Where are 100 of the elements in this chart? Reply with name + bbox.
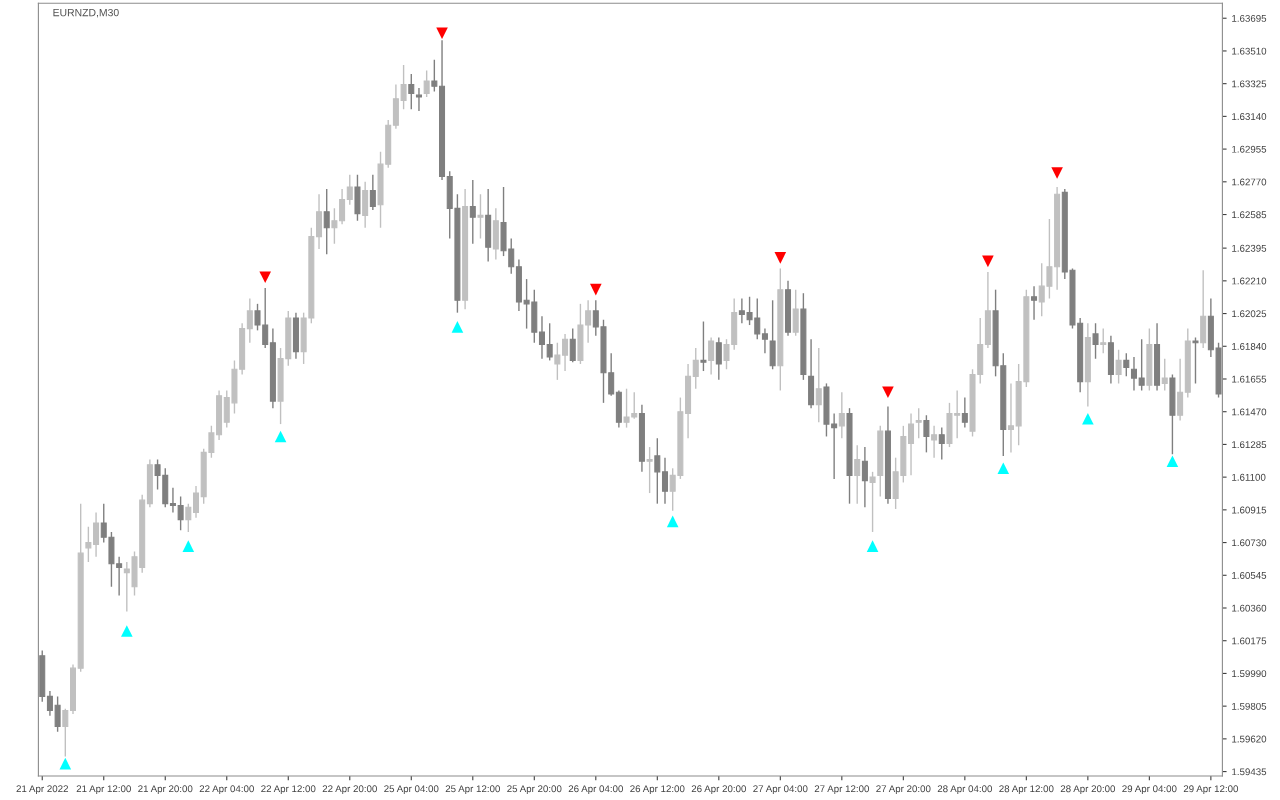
y-tick-label: 1.60360 [1232,604,1267,612]
x-tick-label: 28 Apr 12:00 [999,785,1054,795]
candlestick [792,288,799,337]
candlestick [423,69,430,98]
y-tick-label: 1.61655 [1232,375,1267,383]
candlestick [708,336,715,376]
candlestick [908,412,915,477]
y-tick-label: 1.61100 [1232,473,1266,481]
point [182,540,195,552]
candlestick [346,174,353,206]
candlestick [815,347,822,424]
point [451,321,464,333]
candlestick [323,188,330,256]
point [774,252,787,264]
x-tick-label: 29 Apr 04:00 [1122,785,1177,795]
x-tick-label: 26 Apr 04:00 [568,785,623,795]
x-tick-label: 27 Apr 12:00 [814,785,870,795]
candlestick [1130,356,1137,392]
candlestick [546,322,553,362]
candlestick [869,471,876,533]
candlestick [431,59,438,93]
x-tick-label: 27 Apr 04:00 [753,785,808,795]
y-tick-label: 1.59620 [1232,735,1267,743]
candlestick [1123,352,1130,378]
candlestick [1177,357,1184,422]
candlestick [931,425,938,459]
candlestick [369,174,376,211]
candlestick [1031,285,1038,321]
point [589,283,602,296]
y-tick-label: 1.63325 [1232,80,1267,88]
candlestick [654,437,661,505]
x-tick-label: 26 Apr 20:00 [691,785,747,795]
y-tick-label: 1.62395 [1232,244,1267,252]
y-tick-label: 1.61840 [1232,343,1267,350]
candlestick [1115,349,1122,385]
y-tick-label: 1.59805 [1232,702,1267,710]
y-tick-label: 1.61470 [1232,408,1267,416]
candlestick [185,502,192,533]
candlestick [915,407,922,439]
y-tick-label: 1.62770 [1232,178,1267,186]
point [121,625,133,637]
candlestick [700,320,707,372]
candlestick [854,444,861,505]
x-tick-label: 22 Apr 20:00 [322,785,377,795]
candlestick [961,396,968,429]
y-tick-label: 1.60175 [1232,637,1267,645]
x-tick-label: 26 Apr 12:00 [630,785,685,795]
candlestick [569,327,576,363]
x-tick-label: 25 Apr 20:00 [507,785,562,795]
candlestick [938,426,945,461]
candlestick [169,487,176,514]
point [274,430,287,443]
y-tick-label: 1.59990 [1232,670,1267,678]
candlestick [469,179,476,245]
y-tick-label: 1.63510 [1232,47,1267,55]
candlestick [761,327,768,355]
x-tick-label: 21 Apr 2022 [16,785,68,795]
y-tick-label: 1.63140 [1232,113,1267,120]
candlestick [1092,322,1099,360]
candlestick [1161,357,1168,392]
candlestick [838,391,845,439]
y-tick-label: 1.62025 [1232,310,1267,318]
point [436,27,448,40]
chart-title: EURNZD,M30 [53,8,119,18]
candlestick [415,87,422,112]
point [1082,412,1094,425]
candlestick [562,333,569,372]
candlestick [246,297,253,344]
point [882,386,894,399]
candlestick [692,347,699,390]
candlestick [54,695,61,733]
x-tick-label: 21 Apr 20:00 [138,785,193,795]
candlestick [85,525,92,563]
point [1051,167,1063,179]
candlestick [861,446,868,508]
x-tick-label: 27 Apr 20:00 [876,785,931,795]
candlestick [1100,327,1107,355]
candlestick [538,315,545,360]
point [1166,455,1179,468]
x-tick-label: 25 Apr 04:00 [384,785,439,795]
x-tick-label: 21 Apr 12:00 [76,785,131,795]
candlestick [1138,338,1145,392]
y-tick-label: 1.62210 [1232,277,1267,285]
point [866,540,879,552]
point [666,515,679,528]
point [59,757,72,770]
candlestick [1007,382,1014,454]
y-tick-label: 1.62955 [1232,145,1267,153]
candlestick [554,342,561,381]
candlestick [408,73,415,111]
candlestick [1192,336,1199,385]
y-tick-label: 1.59435 [1232,768,1267,776]
candlestick [177,495,184,531]
x-tick-label: 22 Apr 04:00 [199,785,254,795]
candlestick [661,456,669,505]
y-tick-label: 1.60915 [1232,506,1267,514]
candlestick [62,708,69,758]
point [997,462,1010,475]
candlestick [923,414,930,454]
point [259,271,272,284]
